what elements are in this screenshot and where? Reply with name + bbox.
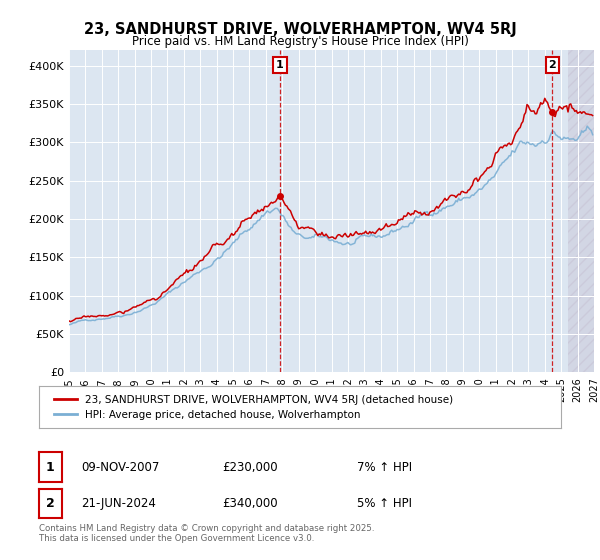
Text: £230,000: £230,000 [222, 460, 278, 474]
Text: Price paid vs. HM Land Registry's House Price Index (HPI): Price paid vs. HM Land Registry's House … [131, 35, 469, 48]
Text: 2: 2 [548, 60, 556, 70]
Text: 5% ↑ HPI: 5% ↑ HPI [357, 497, 412, 510]
Text: 1: 1 [276, 60, 284, 70]
Text: £340,000: £340,000 [222, 497, 278, 510]
Text: 23, SANDHURST DRIVE, WOLVERHAMPTON, WV4 5RJ: 23, SANDHURST DRIVE, WOLVERHAMPTON, WV4 … [83, 22, 517, 38]
Legend: 23, SANDHURST DRIVE, WOLVERHAMPTON, WV4 5RJ (detached house), HPI: Average price: 23, SANDHURST DRIVE, WOLVERHAMPTON, WV4 … [49, 391, 457, 424]
Text: 09-NOV-2007: 09-NOV-2007 [81, 460, 160, 474]
Text: 1: 1 [46, 460, 55, 474]
Text: 2: 2 [46, 497, 55, 510]
Text: 21-JUN-2024: 21-JUN-2024 [81, 497, 156, 510]
Text: Contains HM Land Registry data © Crown copyright and database right 2025.
This d: Contains HM Land Registry data © Crown c… [39, 524, 374, 543]
Text: 7% ↑ HPI: 7% ↑ HPI [357, 460, 412, 474]
Bar [568, 50, 600, 372]
